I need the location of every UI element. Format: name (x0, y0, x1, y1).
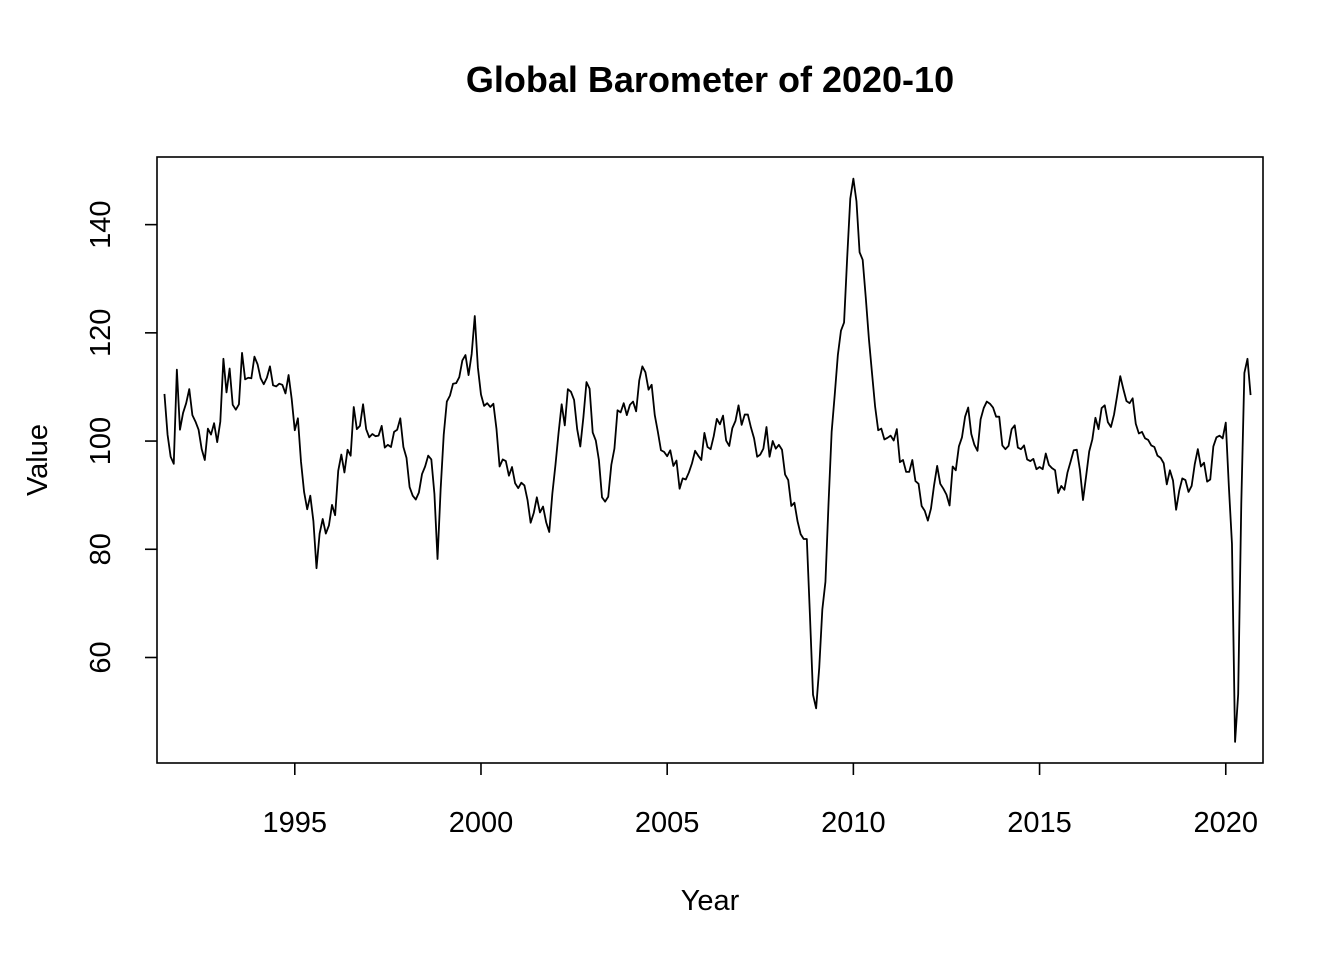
y-tick-label: 80 (85, 533, 117, 565)
x-tick-label: 2020 (1194, 807, 1259, 839)
plot-frame (156, 156, 1264, 764)
x-tick-label: 2000 (449, 807, 514, 839)
x-tick-label: 2005 (635, 807, 700, 839)
y-tick-label: 60 (85, 641, 117, 673)
series-line-0 (163, 177, 1252, 743)
series-group (163, 177, 1252, 743)
y-tick-label: 140 (85, 200, 117, 248)
x-tick-label: 2015 (1007, 807, 1072, 839)
x-axis: 1995 2000 2005 2010 2015 2020 (263, 763, 1258, 839)
chart-title: Global Barometer of 2020-10 (466, 59, 954, 100)
x-tick-label: 2010 (821, 807, 886, 839)
y-tick-label: 100 (85, 417, 117, 465)
x-axis-label: Year (681, 885, 740, 917)
x-tick-label: 1995 (263, 807, 328, 839)
y-tick-label: 120 (85, 309, 117, 357)
y-axis: 60 80 100 120 140 (85, 200, 157, 674)
y-axis-label: Value (22, 424, 54, 496)
